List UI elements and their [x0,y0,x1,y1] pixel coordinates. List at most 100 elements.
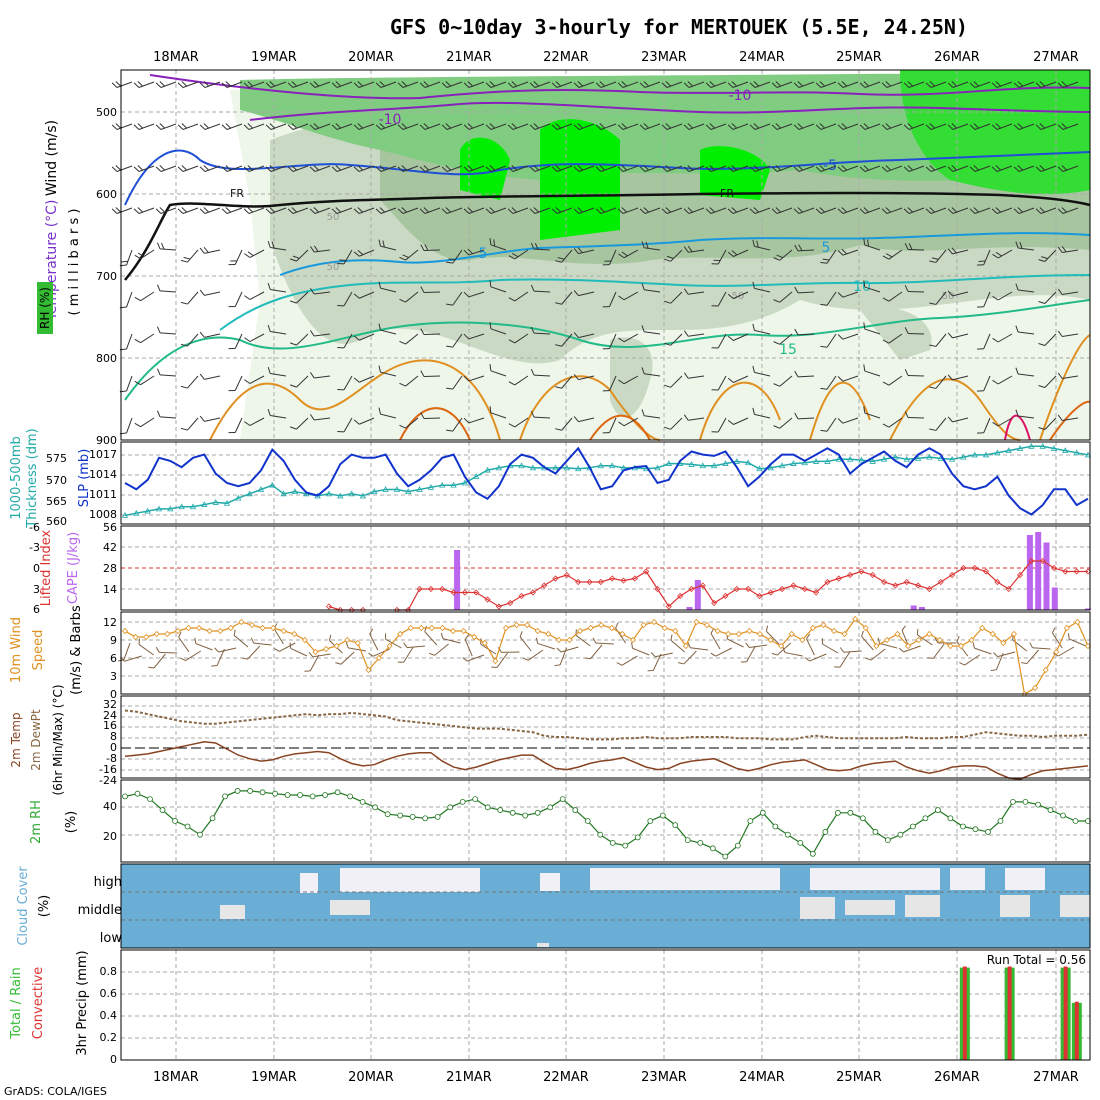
wind-panel: 12 9 6 3 0 10m Wind Speed (m/s) & Barbs [9,605,1092,701]
slp-thickness-panel: 1017 1014 1011 1008 575 570 565 560 1000… [9,428,1092,529]
temperature-line [124,741,1089,780]
rh2m-marker [484,804,491,811]
wind-barb [508,417,529,428]
rh2m-marker [1060,812,1066,819]
wind-speed-marker [1074,618,1081,626]
wind-barb [397,165,419,172]
wind-barb [837,291,859,298]
lifted-index-marker [427,585,434,593]
wind-barb [991,81,1013,88]
thickness-marker [608,462,616,469]
wind-speed-marker [947,642,954,650]
wind-barb [419,207,441,214]
wind-barb [399,249,419,261]
rh2m-marker [997,818,1004,824]
wind-barb [555,417,573,431]
wind-speed-marker [248,621,256,629]
lifted-index-marker [1016,571,1024,579]
slp-ytick: 1017 [89,448,117,461]
wind-barb [947,247,969,255]
wind-barb [727,123,749,130]
rh2m-marker [134,790,141,797]
surface-wind-barb [428,643,449,656]
wind-barb [639,207,661,214]
wind-barb [507,207,529,214]
temp-contour-minus10 [149,74,1091,100]
lifted-index-marker [541,582,548,589]
rh2m-marker [935,807,941,813]
contour-label: -5 [823,158,837,174]
wind-barb [399,291,419,303]
wind-barb [711,333,727,349]
thick-ytick: 565 [46,495,67,508]
wind-barb [641,283,661,293]
wind-speed-marker [841,630,848,638]
wind-barb [977,417,991,434]
slp-ytick: 1014 [89,468,117,481]
wind-barb [947,290,969,297]
wind-barb [508,291,529,302]
contour-label: FR [230,187,244,200]
thickness-marker [914,455,922,461]
thickness-marker [858,456,865,463]
lifted-index-marker [665,603,672,610]
wind-barb [773,291,793,303]
surface-wind-barb [424,625,438,646]
wind-barb [1038,333,1057,346]
wind-barb [267,240,287,251]
rh2m-marker [747,818,754,824]
thickness-marker [212,499,219,505]
wind-barb [1035,165,1057,172]
wind-speed-marker [852,615,859,623]
wind-barb [157,284,177,293]
wind-barb [683,123,705,130]
wind-barb [337,375,353,391]
wind-barb [793,81,815,88]
wind-barb [977,249,991,266]
lifted-index-marker [767,589,774,596]
wind-barb [837,207,859,214]
wind-speed-marker [492,657,499,665]
wind-speed-marker [471,633,478,641]
surface-wind-barb [440,632,461,644]
wind-barb [947,123,969,130]
wind-barb [508,333,529,344]
li-ytick: 6 [33,603,40,616]
thickness-marker [960,453,967,460]
lifted-index-marker [960,564,967,572]
surface-wind-barb [865,648,886,661]
rh2m-marker [985,829,991,835]
wind-barb [287,123,309,130]
wind-barb [683,414,705,421]
wind-speed-marker [481,639,488,647]
wind-barb [508,375,529,386]
wind-barb [331,81,353,88]
wind-speed-marker [407,624,414,632]
lifted-index-marker [1073,568,1080,575]
thickness-marker [722,460,729,466]
wind-speed-marker [746,627,753,635]
contour-label: 50 [942,291,955,302]
bottom-date-label: 24MAR [739,1070,785,1085]
wind-barb [1057,207,1079,214]
wind-barb [420,412,441,420]
wind-speed-marker [449,627,457,635]
wind-barb [618,375,639,385]
thickness-marker [291,488,299,495]
rh2m-marker [572,807,579,813]
wind-speed-marker [587,624,594,632]
cloud-level-label: middle [78,903,122,918]
wind-speed-marker [830,627,838,635]
wind-barb [947,207,969,214]
surface-wind-barb [710,647,733,657]
rh2m-marker [659,812,666,819]
wind-barb [992,375,1013,385]
wind-barb [1057,165,1079,172]
surface-wind-barb [148,653,166,669]
thickness-marker [371,488,378,495]
wind-speed-marker [312,648,319,656]
thickness-marker [178,503,185,510]
lifted-index-marker [790,582,797,589]
lifted-index-marker [948,571,956,579]
wind-barb [485,81,507,88]
